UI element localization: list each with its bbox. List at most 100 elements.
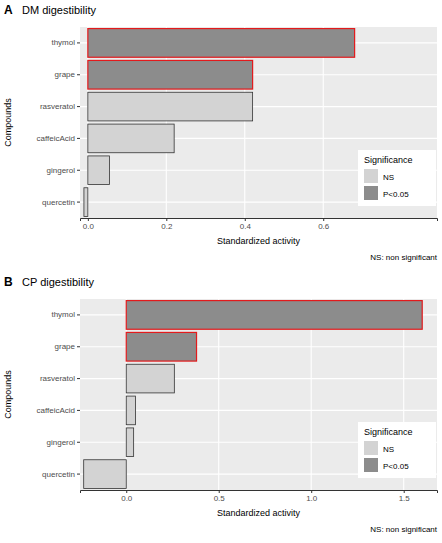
panel-label: A — [4, 3, 13, 17]
legend-title: Significance — [364, 427, 413, 437]
panel-label: B — [4, 275, 13, 289]
tick-mark — [77, 314, 80, 315]
tick-label: 0.4 — [240, 222, 252, 231]
legend-background — [358, 150, 436, 206]
grid — [80, 299, 437, 490]
tick-mark — [166, 218, 167, 221]
axis-title: Standardized activity — [217, 508, 301, 518]
tick-mark — [77, 138, 80, 139]
bar — [126, 428, 133, 457]
legend-label: P<0.05 — [383, 462, 409, 471]
tick-label: grape — [55, 70, 76, 79]
bar — [126, 332, 196, 361]
bars — [84, 29, 355, 217]
tick-mark — [77, 74, 80, 75]
tick: 0.5 — [214, 490, 226, 503]
tick-mark — [311, 490, 312, 493]
tick: 0.2 — [161, 218, 173, 231]
tick-label: 0.6 — [318, 222, 330, 231]
tick-mark — [88, 218, 89, 221]
annotation: NS: non significant — [370, 253, 437, 262]
tick: gingerol — [47, 438, 80, 447]
tick: grape — [55, 342, 80, 351]
axis-line — [77, 300, 81, 491]
tick-label: rasveratol — [40, 374, 75, 383]
tick-mark — [77, 202, 80, 203]
tick: 0.0 — [83, 218, 95, 231]
tick: rasveratol — [40, 102, 80, 111]
annotation: NS: non significant — [370, 525, 437, 534]
tick-label: 1.0 — [306, 494, 318, 503]
chart-title: CP digestibility — [22, 276, 94, 288]
tick: 0.0 — [121, 490, 133, 503]
tick: gingerol — [47, 166, 80, 175]
tick-label: 0.0 — [121, 494, 133, 503]
tick-label: quercetin — [42, 198, 75, 207]
tick-mark — [77, 410, 80, 411]
tick: 1.5 — [399, 490, 411, 503]
bar — [88, 29, 355, 58]
axis-title: Standardized activity — [217, 236, 301, 246]
tick-mark — [77, 378, 80, 379]
chart-root: 0.0 0.2 0.4 0.6 thymol grape rasveratol caffeic… — [0, 0, 442, 543]
tick-mark — [126, 490, 127, 493]
tick-label: rasveratol — [40, 102, 75, 111]
bar — [126, 364, 174, 393]
tick-label: 0.0 — [83, 222, 95, 231]
tick-label: 0.5 — [214, 494, 226, 503]
x-axis: 0.0 0.5 1.0 1.5 — [81, 490, 438, 503]
tick-label: gingerol — [47, 166, 76, 175]
bar — [88, 92, 253, 121]
bar — [88, 156, 110, 185]
tick-label: gingerol — [47, 438, 76, 447]
axis-line — [81, 491, 438, 494]
tick-mark — [323, 218, 324, 221]
tick: quercetin — [42, 470, 80, 479]
legend: Significance NS P<0.05 — [358, 422, 436, 478]
bar — [88, 124, 174, 153]
legend-key — [364, 186, 378, 200]
tick-mark — [77, 170, 80, 171]
bar — [88, 60, 253, 89]
axis-title: Compounds — [3, 98, 13, 147]
tick: 1.0 — [306, 490, 318, 503]
tick-mark — [245, 218, 246, 221]
tick-label: grape — [55, 342, 76, 351]
tick-mark — [219, 490, 220, 493]
tick-label: 0.2 — [161, 222, 173, 231]
bar — [126, 396, 135, 425]
tick-label: caffeicAcid — [36, 134, 75, 143]
tick: grape — [55, 70, 80, 79]
tick: caffeicAcid — [36, 134, 80, 143]
tick-mark — [77, 474, 80, 475]
bar — [84, 460, 127, 489]
legend-key — [364, 441, 378, 455]
legend-label: NS — [383, 445, 394, 454]
legend-label: NS — [383, 173, 394, 182]
tick: 0.6 — [318, 218, 330, 231]
bar — [126, 301, 422, 330]
tick-mark — [77, 106, 80, 107]
grid — [80, 27, 437, 218]
tick: thymol — [51, 310, 80, 319]
tick: quercetin — [42, 198, 80, 207]
axis-title: Compounds — [3, 370, 13, 419]
tick-mark — [77, 346, 80, 347]
legend-key — [364, 458, 378, 472]
tick-mark — [77, 42, 80, 43]
plot-background — [80, 27, 437, 218]
y-axis: thymolgraperasveratolcaffeicAcidgingerol… — [36, 300, 80, 491]
axis-line — [81, 219, 438, 222]
y-axis: thymol grape rasveratol caffeicAcid gingerol… — [36, 28, 80, 219]
tick: 0.4 — [240, 218, 252, 231]
tick-mark — [77, 442, 80, 443]
plot-background — [80, 299, 437, 490]
chart-title: DM digestibility — [22, 4, 96, 16]
legend-title: Significance — [364, 155, 413, 165]
tick: rasveratol — [40, 374, 80, 383]
axis-line — [77, 28, 81, 219]
tick-label: 1.5 — [399, 494, 411, 503]
legend-key — [364, 169, 378, 183]
x-axis: 0.0 0.2 0.4 0.6 — [81, 218, 438, 231]
tick: thymol — [51, 38, 80, 47]
